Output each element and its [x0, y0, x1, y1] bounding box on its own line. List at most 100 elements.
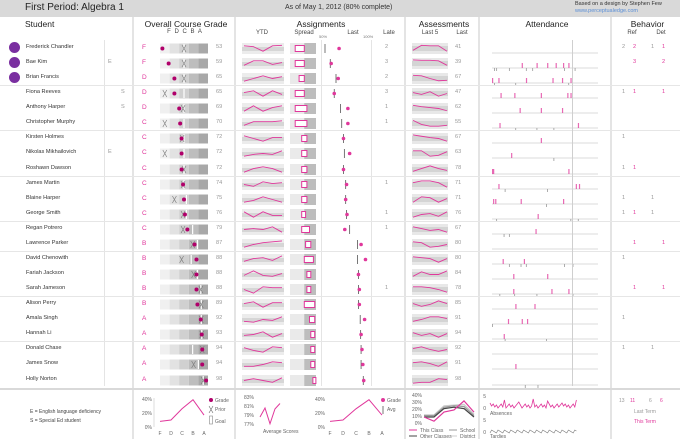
table-row[interactable]: Holly Norton A 98 98: [0, 373, 680, 388]
table-row[interactable]: Anthony Harper S D 69 1 62: [0, 101, 680, 116]
grade-band: [179, 269, 189, 280]
risk-indicator: [9, 42, 20, 53]
prior-marker: [181, 74, 187, 83]
absence-mark: [540, 138, 542, 144]
letter-grade: C: [142, 149, 147, 157]
table-row[interactable]: Fiona Reeves S D 65 3 47 1 1 1: [0, 86, 680, 101]
letter-grade: A: [142, 360, 147, 368]
legend-grade-dot: [381, 398, 385, 402]
table-row[interactable]: Lawrence Parker B 87 80 1 1: [0, 237, 680, 252]
tardy-mark: [537, 384, 539, 388]
absence-mark: [536, 63, 538, 69]
legend-label: Avg: [387, 407, 396, 413]
grade-band: [169, 359, 180, 370]
ytd-header: YTD: [256, 30, 268, 36]
grade-band: [160, 254, 170, 265]
grade-score: 65: [216, 74, 223, 81]
assess-band: [412, 332, 448, 338]
grade-band: [169, 118, 180, 129]
grade-score: 65: [216, 89, 223, 96]
grade-dot: [172, 76, 177, 81]
grade-band: [169, 43, 180, 54]
page-title: First Period: Algebra 1: [25, 2, 124, 13]
behavior-det-this: 1: [662, 285, 666, 292]
title-bar: First Period: Algebra 1 As of May 1, 201…: [0, 0, 680, 17]
assessment-last: 67: [455, 74, 462, 81]
assess-band: [412, 46, 448, 51]
table-row[interactable]: James Martin C 74 1 71: [0, 177, 680, 192]
table-row[interactable]: Amala Singh A 92 91 1: [0, 312, 680, 328]
grade-dot: [195, 302, 200, 307]
behavior-det-last: 1: [651, 209, 655, 216]
spread-box: [301, 150, 308, 158]
ytd-sparkline: [243, 255, 283, 262]
absence-mark: [523, 258, 525, 264]
tardy-mark: [570, 218, 572, 222]
spread-box: [298, 75, 305, 83]
table-row[interactable]: Regan Potrero C 79 1 67: [0, 222, 680, 237]
spread-box: [310, 361, 316, 369]
letter-grade: A: [142, 315, 147, 323]
last-score-dot: [332, 91, 337, 96]
grade-scale: F D C B A: [167, 29, 203, 35]
table-row[interactable]: Brian Francis D 65 2 67: [0, 71, 680, 87]
tardy-mark: [577, 218, 579, 222]
legend-label: Goal: [215, 419, 226, 425]
table-row[interactable]: Fariah Jackson B 88 84: [0, 267, 680, 282]
table-row[interactable]: David Chenowith B 88 80 1: [0, 252, 680, 267]
absence-mark: [540, 108, 542, 114]
letter-grade: D: [142, 89, 147, 97]
grade-band: [160, 224, 170, 235]
absence-mark: [578, 183, 581, 189]
credit-link[interactable]: www.perceptualedge.com: [575, 8, 638, 14]
assessment-last: 55: [455, 119, 462, 126]
legend-label: Grade: [387, 398, 401, 404]
absence-mark: [519, 108, 521, 114]
absence-mark: [563, 198, 565, 204]
table-row[interactable]: Hannah Li A 93 94: [0, 327, 680, 343]
absence-mark: [521, 319, 523, 325]
assess-band: [412, 317, 448, 323]
grade-band: [160, 344, 170, 355]
tardy-mark: [532, 68, 534, 72]
grade-band: [160, 284, 170, 295]
table-row[interactable]: Donald Chase A 94 92 1 1: [0, 342, 680, 357]
prior-marker: [162, 90, 168, 98]
table-row[interactable]: Bae Kim E F 59 3 39 3 2: [0, 56, 680, 72]
prior-marker: [172, 195, 177, 203]
behavior-ref-last: 1: [622, 134, 626, 141]
legend-label: School: [460, 428, 475, 434]
table-row[interactable]: Blaine Harper C 75 71 1 1: [0, 192, 680, 207]
legend-grade-dot: [209, 398, 213, 402]
student-name: Frederick Chandler: [26, 44, 74, 50]
table-row[interactable]: Sarah Jameson B 88 1 78 1 1: [0, 282, 680, 298]
table-row[interactable]: Nikolas Mikhailovich E C 72 63: [0, 146, 680, 162]
grade-band: [169, 239, 180, 250]
table-row[interactable]: Alison Perry B 89 85: [0, 297, 680, 312]
y-tick-label: 77%: [244, 422, 255, 428]
prior-marker: [162, 150, 168, 158]
prior-marker: [191, 361, 196, 369]
grade-dot: [160, 46, 165, 51]
table-row[interactable]: Roshawn Dawson C 72 78 1 1: [0, 162, 680, 177]
table-row[interactable]: Christopher Murphy C 70 1 55: [0, 116, 680, 132]
tardy-mark: [525, 68, 527, 72]
table-row[interactable]: James Snow A 94 91: [0, 357, 680, 372]
ytd-sparkline: [243, 286, 282, 294]
table-row[interactable]: Kirsten Holmes C 72 67 1: [0, 131, 680, 146]
group-divider: [0, 220, 680, 222]
late-count: 1: [385, 104, 389, 111]
assess-band: [412, 166, 448, 172]
tardy-mark: [494, 68, 495, 72]
table-row[interactable]: Frederick Chandler F 53 2 41 2 2 1 1: [0, 41, 680, 56]
legend-label: Other Classes: [420, 434, 452, 439]
prior-marker: [179, 255, 184, 264]
ytd-sparkline: [243, 44, 283, 52]
absence-mark: [511, 153, 513, 159]
ytd-band: [242, 363, 284, 368]
grade-band: [179, 375, 189, 386]
last-score-dot: [363, 257, 368, 262]
table-row[interactable]: George Smith C 76 1 76 1 1 1: [0, 207, 680, 222]
grade-band: [198, 254, 208, 265]
ytd-sparkline: [243, 75, 283, 82]
